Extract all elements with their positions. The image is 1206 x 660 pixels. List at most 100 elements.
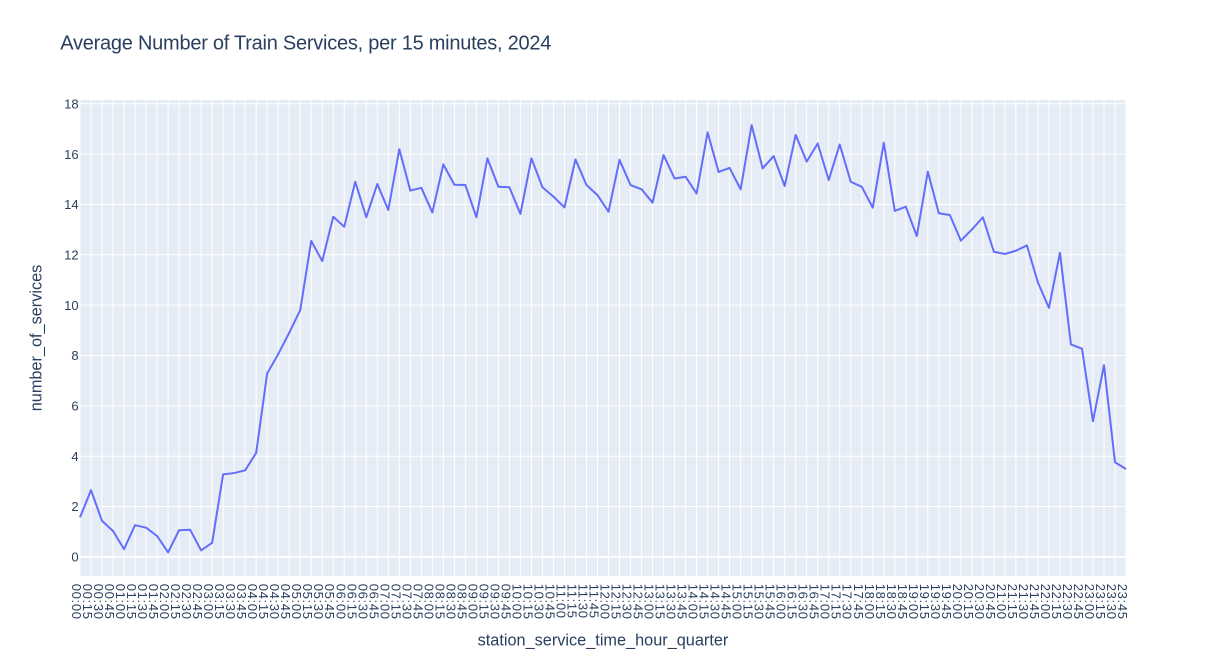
svg-text:07:15: 07:15 (388, 584, 403, 620)
svg-text:20:15: 20:15 (961, 584, 976, 620)
svg-text:21:45: 21:45 (1027, 584, 1042, 620)
svg-text:16:30: 16:30 (796, 584, 811, 620)
svg-text:01:15: 01:15 (124, 584, 139, 620)
svg-text:2: 2 (71, 499, 78, 514)
svg-text:08:00: 08:00 (421, 584, 436, 620)
svg-text:13:30: 13:30 (664, 584, 679, 620)
svg-text:00:00: 00:00 (69, 584, 84, 620)
svg-text:07:00: 07:00 (377, 584, 392, 620)
svg-text:23:30: 23:30 (1104, 584, 1119, 620)
svg-text:18: 18 (64, 96, 78, 111)
svg-text:21:15: 21:15 (1005, 584, 1020, 620)
svg-text:13:15: 13:15 (653, 584, 668, 620)
svg-text:05:15: 05:15 (300, 584, 315, 620)
svg-text:station_service_time_hour_quar: station_service_time_hour_quarter (478, 632, 729, 650)
svg-text:16: 16 (64, 147, 78, 162)
svg-text:19:45: 19:45 (939, 584, 954, 620)
svg-text:09:45: 09:45 (498, 584, 513, 620)
svg-text:16:00: 16:00 (774, 584, 789, 620)
svg-text:18:15: 18:15 (873, 584, 888, 620)
svg-text:20:30: 20:30 (972, 584, 987, 620)
svg-text:02:00: 02:00 (157, 584, 172, 620)
svg-text:11:45: 11:45 (586, 584, 601, 619)
svg-text:10:45: 10:45 (542, 584, 557, 620)
svg-text:17:15: 17:15 (829, 584, 844, 620)
svg-text:22:45: 22:45 (1071, 584, 1086, 620)
svg-text:04:45: 04:45 (278, 584, 293, 620)
svg-text:13:00: 13:00 (642, 584, 657, 620)
svg-text:05:00: 05:00 (289, 584, 304, 620)
svg-text:08:30: 08:30 (443, 584, 458, 620)
svg-text:02:15: 02:15 (168, 584, 183, 620)
svg-text:20:45: 20:45 (983, 584, 998, 620)
svg-text:16:15: 16:15 (785, 584, 800, 620)
svg-text:09:15: 09:15 (476, 584, 491, 620)
svg-text:21:30: 21:30 (1016, 584, 1031, 620)
svg-text:04:00: 04:00 (245, 584, 260, 620)
svg-text:03:00: 03:00 (201, 584, 216, 620)
svg-text:4: 4 (71, 449, 78, 464)
svg-text:07:30: 07:30 (399, 584, 414, 620)
svg-text:18:30: 18:30 (884, 584, 899, 620)
svg-text:07:45: 07:45 (410, 584, 425, 620)
svg-text:00:15: 00:15 (80, 584, 95, 620)
svg-text:02:30: 02:30 (179, 584, 194, 620)
svg-text:04:15: 04:15 (256, 584, 271, 620)
svg-text:10:00: 10:00 (509, 584, 524, 620)
svg-text:11:15: 11:15 (564, 584, 579, 619)
svg-text:03:45: 03:45 (234, 584, 249, 620)
svg-text:0: 0 (71, 550, 78, 565)
svg-text:12:00: 12:00 (598, 584, 613, 620)
svg-text:01:30: 01:30 (135, 584, 150, 620)
svg-text:10:30: 10:30 (531, 584, 546, 620)
svg-text:Average Number of Train Servic: Average Number of Train Services, per 15… (60, 32, 551, 54)
svg-text:15:30: 15:30 (752, 584, 767, 620)
svg-text:06:45: 06:45 (366, 584, 381, 620)
svg-text:22:15: 22:15 (1049, 584, 1064, 620)
svg-text:22:30: 22:30 (1060, 584, 1075, 620)
svg-text:15:00: 15:00 (730, 584, 745, 620)
svg-text:05:30: 05:30 (311, 584, 326, 620)
svg-text:10:15: 10:15 (520, 584, 535, 620)
svg-text:14:45: 14:45 (719, 584, 734, 620)
svg-text:14:30: 14:30 (708, 584, 723, 620)
svg-text:17:00: 17:00 (818, 584, 833, 620)
svg-text:21:00: 21:00 (994, 584, 1009, 620)
svg-text:04:30: 04:30 (267, 584, 282, 620)
svg-text:22:00: 22:00 (1038, 584, 1053, 620)
svg-text:00:30: 00:30 (91, 584, 106, 620)
svg-text:05:45: 05:45 (322, 584, 337, 620)
svg-text:14:00: 14:00 (686, 584, 701, 620)
svg-text:01:45: 01:45 (146, 584, 161, 620)
svg-text:12:30: 12:30 (620, 584, 635, 620)
svg-text:12: 12 (64, 247, 78, 262)
svg-text:02:45: 02:45 (190, 584, 205, 620)
svg-text:12:15: 12:15 (609, 584, 624, 620)
svg-text:6: 6 (71, 399, 78, 414)
svg-text:06:00: 06:00 (333, 584, 348, 620)
svg-text:20:00: 20:00 (950, 584, 965, 620)
svg-text:03:15: 03:15 (212, 584, 227, 620)
svg-text:13:45: 13:45 (675, 584, 690, 620)
svg-text:23:45: 23:45 (1115, 584, 1130, 620)
svg-text:19:15: 19:15 (917, 584, 932, 620)
svg-text:03:30: 03:30 (223, 584, 238, 620)
svg-text:8: 8 (71, 348, 78, 363)
svg-text:16:45: 16:45 (807, 584, 822, 620)
svg-text:14: 14 (64, 197, 78, 212)
svg-text:19:00: 19:00 (906, 584, 921, 620)
svg-text:01:00: 01:00 (113, 584, 128, 620)
svg-text:09:00: 09:00 (465, 584, 480, 620)
svg-text:08:45: 08:45 (454, 584, 469, 620)
svg-text:number_of_services: number_of_services (28, 265, 46, 412)
svg-text:06:15: 06:15 (344, 584, 359, 620)
svg-text:19:30: 19:30 (928, 584, 943, 620)
svg-text:08:15: 08:15 (432, 584, 447, 620)
svg-text:06:30: 06:30 (355, 584, 370, 620)
svg-text:18:00: 18:00 (862, 584, 877, 620)
svg-text:10: 10 (64, 298, 78, 313)
svg-text:17:45: 17:45 (851, 584, 866, 620)
svg-text:23:00: 23:00 (1082, 584, 1097, 620)
svg-text:15:15: 15:15 (741, 584, 756, 620)
svg-text:12:45: 12:45 (631, 584, 646, 620)
